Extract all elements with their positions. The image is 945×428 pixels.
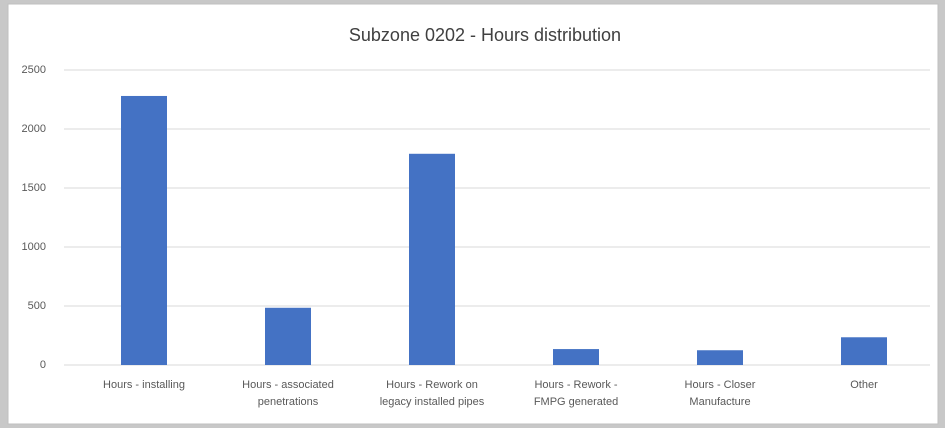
y-tick-label: 1000	[22, 241, 46, 253]
x-tick-label: Hours - installing	[103, 379, 185, 391]
bar	[121, 95, 167, 366]
bar	[553, 349, 599, 365]
bar	[841, 337, 887, 365]
x-tick-label: Hours - Closer Manufacture	[685, 379, 756, 408]
chart-title: Subzone 0202 - Hours distribution	[349, 25, 621, 45]
y-tick-label: 1500	[22, 182, 46, 194]
bar	[265, 307, 311, 365]
y-tick-label: 2500	[22, 64, 46, 76]
x-tick-label: Hours - associated penetrations	[242, 379, 334, 408]
y-tick-label: 500	[28, 300, 46, 312]
y-tick-label: 0	[40, 359, 46, 371]
x-tick-label: Other	[850, 379, 878, 391]
x-tick-label: Hours - Rework on legacy installed pipes	[380, 379, 485, 408]
bar	[697, 350, 743, 365]
y-tick-label: 2000	[22, 123, 46, 135]
x-tick-label: Hours - Rework -FMPG generated	[534, 379, 618, 408]
bar	[409, 153, 455, 365]
